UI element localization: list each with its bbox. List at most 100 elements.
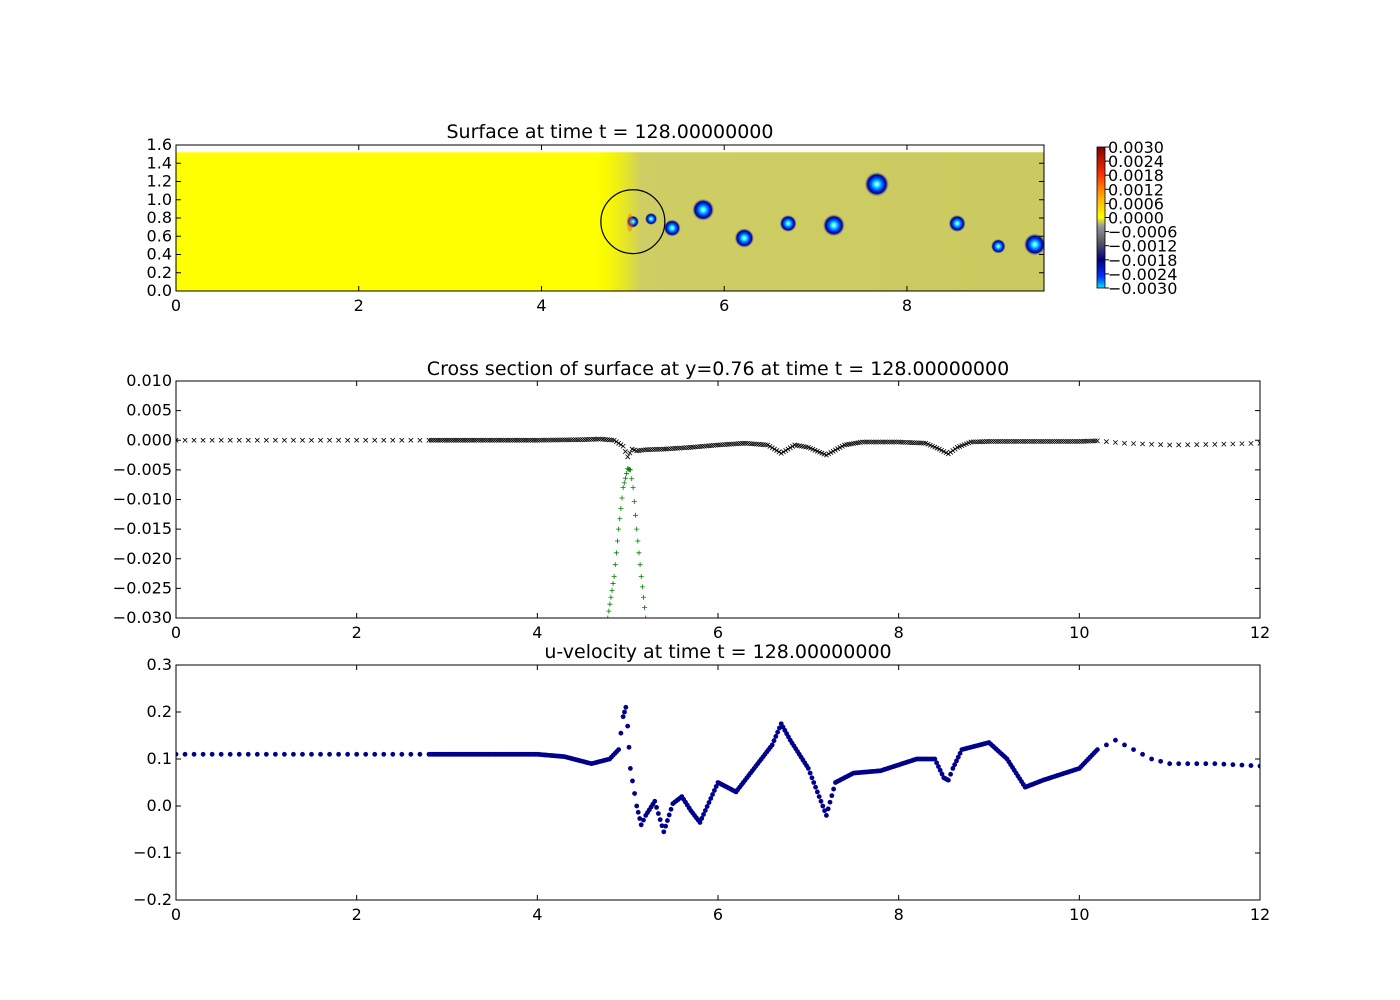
u-velocity-point bbox=[697, 820, 703, 825]
u-velocity-point bbox=[1140, 751, 1145, 757]
colorbar-tick-label: −0.0018 bbox=[1108, 251, 1177, 270]
cross-section-y-tick-label: −0.005 bbox=[113, 460, 172, 479]
cross-section-y-tick-label: −0.020 bbox=[113, 549, 172, 568]
surface-vortex bbox=[734, 228, 755, 248]
surface-y-tick-label: 1.2 bbox=[147, 172, 172, 191]
cross-section-point-x bbox=[900, 439, 906, 445]
cross-section-point-x bbox=[1074, 438, 1080, 444]
cross-section-point-x bbox=[408, 437, 414, 443]
u-velocity-x-tick-label: 8 bbox=[894, 905, 904, 924]
cross-section-point-x bbox=[952, 446, 958, 452]
cross-section-point-x bbox=[318, 437, 324, 443]
cross-section-point-x bbox=[659, 446, 665, 452]
cross-section-point-x bbox=[245, 437, 251, 443]
cross-section-point-x bbox=[652, 446, 658, 452]
cross-section-point-x bbox=[530, 437, 536, 443]
surface-vortex bbox=[779, 214, 797, 233]
u-velocity-point bbox=[937, 767, 943, 773]
cross-section-point-x bbox=[839, 443, 845, 449]
cross-section-point-x bbox=[1065, 438, 1071, 444]
surface-positive-patch bbox=[626, 213, 633, 232]
cross-section-point-x bbox=[778, 450, 784, 456]
u-velocity-x-tick-label: 10 bbox=[1069, 905, 1089, 924]
cross-section-point-x bbox=[611, 437, 617, 443]
u-velocity-point bbox=[1113, 737, 1118, 743]
cross-section-point-x bbox=[433, 437, 439, 443]
colorbar-tick-label: −0.0030 bbox=[1108, 279, 1177, 298]
cross-section-y-tick-label: −0.025 bbox=[113, 578, 172, 597]
surface-vortex bbox=[626, 215, 640, 228]
cross-section-point-x bbox=[1015, 438, 1021, 444]
cross-section-point-x bbox=[1013, 438, 1019, 444]
cross-section-point-x bbox=[485, 437, 491, 443]
cross-section-x-axis: 0 2 4 6 8 10 12 bbox=[171, 381, 1270, 642]
cross-section-point-plus bbox=[621, 480, 627, 486]
cross-section-point-x bbox=[1038, 438, 1044, 444]
cross-section-point-x bbox=[548, 437, 554, 443]
u-velocity-panel: u-velocity at time t = 128.00000000 0 2 4 6… bbox=[133, 641, 1270, 924]
u-velocity-point bbox=[236, 751, 242, 757]
u-velocity-point bbox=[272, 751, 278, 757]
surface-y-tick-label: 1.0 bbox=[147, 190, 172, 209]
cross-section-point-x bbox=[372, 437, 378, 443]
cross-section-point-x bbox=[1027, 438, 1033, 444]
surface-x-tick-label: 0 bbox=[171, 296, 181, 315]
surface-y-tick-label: 0.0 bbox=[147, 281, 172, 300]
cross-section-point-x bbox=[866, 439, 872, 445]
cross-section-point-x bbox=[898, 439, 904, 445]
cross-section-point-x bbox=[620, 443, 626, 449]
u-velocity-point bbox=[820, 803, 826, 809]
cross-section-point-x bbox=[1061, 438, 1067, 444]
cross-section-point-x bbox=[209, 437, 215, 443]
u-velocity-y-tick-label: 0.2 bbox=[147, 702, 172, 721]
u-velocity-point bbox=[623, 704, 629, 710]
u-velocity-point bbox=[699, 816, 705, 821]
cross-section-point-x bbox=[1002, 438, 1008, 444]
cross-section-point-x bbox=[837, 445, 843, 450]
u-velocity-point bbox=[831, 786, 837, 792]
cross-section-point-x bbox=[869, 439, 875, 445]
cross-section-point-x bbox=[1257, 440, 1260, 446]
cross-section-point-x bbox=[1185, 442, 1191, 448]
u-velocity-point bbox=[1194, 761, 1200, 767]
cross-section-point-x bbox=[528, 437, 534, 443]
cross-section-point-x bbox=[442, 437, 448, 443]
cross-section-point-x bbox=[873, 439, 879, 445]
cross-section-point-x bbox=[455, 437, 461, 443]
cross-section-point-x bbox=[774, 448, 780, 454]
cross-section-point-x bbox=[878, 439, 884, 445]
cross-section-point-x bbox=[1212, 441, 1218, 447]
cross-section-point-x bbox=[263, 437, 269, 443]
cross-section-point-x bbox=[918, 440, 924, 446]
cross-section-y-tick-label: −0.015 bbox=[113, 519, 172, 538]
cross-section-point-x bbox=[864, 439, 870, 445]
cross-section-point-x bbox=[823, 452, 829, 458]
u-velocity-point bbox=[654, 805, 659, 810]
u-velocity-point bbox=[176, 751, 179, 757]
cross-section-point-x bbox=[399, 437, 405, 443]
u-velocity-x-axis: 0 2 4 6 8 10 12 bbox=[171, 665, 1270, 924]
cross-section-point-x bbox=[417, 437, 423, 443]
u-velocity-y-tick-label: 0.1 bbox=[147, 749, 172, 768]
u-velocity-point bbox=[1131, 747, 1136, 752]
cross-section-point-x bbox=[498, 437, 504, 443]
colorbar-tick-label: 0.0006 bbox=[1108, 194, 1164, 213]
u-velocity-point bbox=[336, 751, 341, 757]
u-velocity-point bbox=[616, 747, 622, 752]
surface-x-tick-label: 8 bbox=[902, 296, 912, 315]
cross-section-x-tick-label: 4 bbox=[532, 623, 542, 642]
u-velocity-point bbox=[191, 751, 197, 757]
cross-section-point-x bbox=[426, 437, 432, 443]
cross-section-point-x bbox=[1009, 438, 1015, 444]
cross-section-point-x bbox=[516, 437, 522, 443]
u-velocity-point bbox=[822, 808, 827, 814]
cross-section-point-x bbox=[1076, 438, 1082, 444]
cross-section-point-plus bbox=[635, 538, 641, 544]
cross-section-point-plus bbox=[636, 550, 642, 556]
cross-section-point-x bbox=[979, 439, 985, 445]
cross-section-point-x bbox=[884, 439, 890, 445]
cross-section-point-x bbox=[496, 437, 502, 443]
cross-section-point-x bbox=[564, 437, 570, 443]
cross-section-x-tick-label: 6 bbox=[713, 623, 723, 642]
